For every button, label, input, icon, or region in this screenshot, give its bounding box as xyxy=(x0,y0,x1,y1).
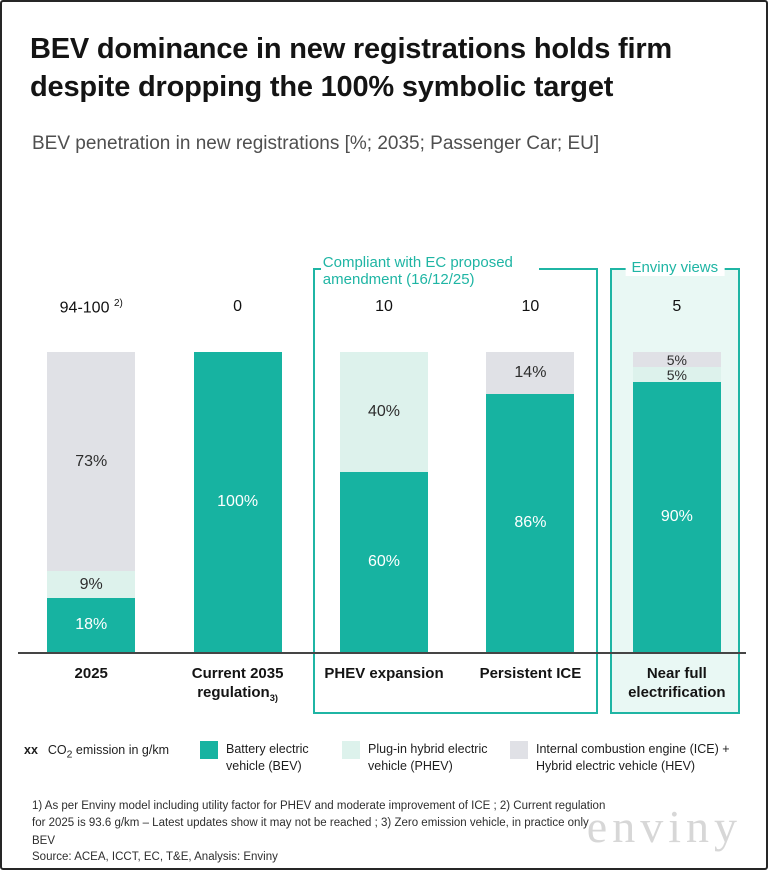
enviny-views-group-box-label: Enviny views xyxy=(625,259,725,277)
bar-segment: 73% xyxy=(47,352,136,571)
category-label: Current 2035 regulation3) xyxy=(191,665,284,704)
chart-subtitle: BEV penetration in new registrations [%;… xyxy=(32,132,600,154)
legend-item-phev: Plug-in hybrid electric vehicle (PHEV) xyxy=(342,741,502,774)
category-label: Persistent ICE xyxy=(479,665,582,682)
ice-hev-legend-label: Internal combustion engine (ICE) + Hybri… xyxy=(536,742,730,773)
co2-emission-value: 0 xyxy=(233,298,243,315)
co2-emission-value: 10 xyxy=(521,298,540,315)
bev-legend-label: Battery electric vehicle (BEV) xyxy=(226,742,309,773)
co2-emission-value: 94-100 2) xyxy=(59,298,123,317)
compliant-group-box: Compliant with EC proposed amendment (16… xyxy=(312,254,598,714)
bar-columns: 94-100 2) 73% 9% 18% 2025 0 100% Current 2035 r… xyxy=(18,252,750,714)
phev-swatch xyxy=(342,741,360,759)
bar-segment: 40% xyxy=(340,352,429,472)
bar-segment: 100% xyxy=(193,352,282,652)
co2-emission-value: 5 xyxy=(672,298,682,315)
source-line: Source: ACEA, ICCT, EC, T&E, Analysis: E… xyxy=(32,851,278,863)
co2-legend-note: xx CO2 emission in g/km xyxy=(24,743,169,761)
bar-column: 5 5% 5% 90% Near full electrification xyxy=(604,252,750,714)
x-axis xyxy=(18,652,746,654)
bar-segment: 5% xyxy=(632,367,721,383)
category-label: PHEV expansion xyxy=(324,665,444,682)
ice-hev-swatch xyxy=(510,741,528,759)
stacked-bar: 14% 86% xyxy=(486,352,575,652)
legend-item-bev: Battery electric vehicle (BEV) xyxy=(200,741,334,774)
category-label: 2025 xyxy=(74,665,108,682)
bar-segment: 90% xyxy=(632,382,721,652)
bar-segment: 86% xyxy=(486,394,575,652)
bar-segment: 9% xyxy=(47,571,136,598)
co2-emission-value: 10 xyxy=(375,298,393,315)
bar-segment: 18% xyxy=(47,598,136,652)
stacked-bar: 73% 9% 18% xyxy=(47,352,136,652)
bar-segment: 14% xyxy=(486,352,575,394)
legend-item-ice-hev: Internal combustion engine (ICE) + Hybri… xyxy=(510,741,738,774)
page-title: BEV dominance in new registrations holds… xyxy=(30,33,672,104)
compliant-group-box-label: Compliant with EC proposed amendment (16… xyxy=(320,254,539,291)
bar-column: 10 14% 86% Persistent ICE xyxy=(457,252,603,714)
co2-note-xx: xx xyxy=(24,743,38,757)
bar-column: 0 100% Current 2035 regulation3) xyxy=(164,252,310,714)
co2-note-text: CO2 emission in g/km xyxy=(47,743,170,761)
stacked-bar: 40% 60% xyxy=(340,352,429,652)
stacked-bar: 5% 5% 90% xyxy=(632,352,721,652)
chart: Compliant with EC proposed amendment (16… xyxy=(18,252,750,714)
category-label: Near full electrification xyxy=(628,665,726,702)
enviny-watermark: enviny xyxy=(586,801,742,852)
footnotes: 1) As per Enviny model including utility… xyxy=(32,800,606,847)
stacked-bar: 100% xyxy=(193,352,282,652)
bar-column: 10 40% 60% PHEV expansion xyxy=(311,252,457,714)
bar-segment: 60% xyxy=(340,472,429,652)
bar-column: 94-100 2) 73% 9% 18% 2025 xyxy=(18,252,164,714)
bev-swatch xyxy=(200,741,218,759)
phev-legend-label: Plug-in hybrid electric vehicle (PHEV) xyxy=(368,742,488,773)
bar-segment: 5% xyxy=(632,352,721,368)
legend: xx CO2 emission in g/km Battery electric … xyxy=(24,741,752,783)
